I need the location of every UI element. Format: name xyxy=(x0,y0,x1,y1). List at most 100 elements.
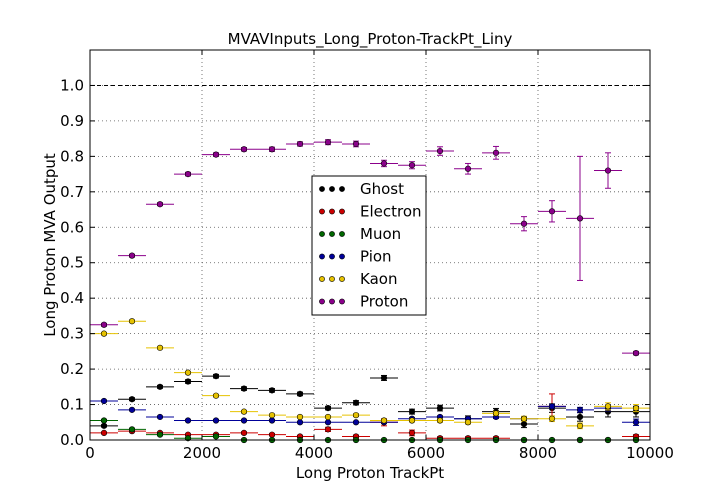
data-point xyxy=(296,140,304,148)
y-tick-label: 0.6 xyxy=(60,218,84,236)
data-point xyxy=(548,415,556,422)
legend: Ghost Electron Muon Pion Kaon Proton xyxy=(311,175,427,316)
legend-item-pion: Pion xyxy=(319,248,392,266)
data-point xyxy=(604,403,612,410)
legend-marker xyxy=(339,208,345,215)
data-point xyxy=(380,160,388,167)
legend-marker xyxy=(339,231,345,237)
data-point xyxy=(100,417,108,424)
series-kaon xyxy=(90,318,650,430)
x-tick-label: 8000 xyxy=(519,444,557,462)
x-tick-label: 4000 xyxy=(295,444,333,462)
x-tick-label: 2000 xyxy=(183,444,221,462)
legend-marker xyxy=(339,298,345,305)
data-point xyxy=(632,419,640,426)
data-point xyxy=(268,431,276,438)
data-point xyxy=(184,369,192,376)
data-point xyxy=(324,413,332,421)
legend-marker xyxy=(319,298,325,305)
y-axis-title: Long Proton MVA Output xyxy=(41,153,59,337)
y-tick-label: 0.0 xyxy=(60,431,84,449)
data-point xyxy=(156,431,164,438)
data-point xyxy=(268,412,276,419)
data-point xyxy=(128,252,136,259)
legend-marker xyxy=(329,231,335,237)
y-tick-label: 0.1 xyxy=(60,396,84,414)
data-point xyxy=(212,373,220,380)
chart-title: MVAVInputs_Long_Proton-TrackPt_Liny xyxy=(228,30,513,49)
data-point xyxy=(184,170,192,178)
data-point xyxy=(576,413,584,421)
data-point xyxy=(128,426,136,433)
x-axis-title: Long Proton TrackPt xyxy=(296,464,444,482)
data-point xyxy=(100,330,108,337)
legend-marker xyxy=(319,186,325,192)
series-proton xyxy=(90,139,650,357)
data-point xyxy=(268,417,276,424)
legend-label: Proton xyxy=(360,293,408,311)
y-tick-label: 0.5 xyxy=(60,254,84,272)
legend-label: Muon xyxy=(360,225,401,243)
data-point xyxy=(212,392,220,399)
data-point xyxy=(576,422,584,429)
y-tick-label: 0.2 xyxy=(60,360,84,378)
data-point xyxy=(408,162,416,169)
legend-item-kaon: Kaon xyxy=(319,270,397,288)
legend-marker xyxy=(339,276,345,282)
x-tick-label: 6000 xyxy=(407,444,445,462)
data-point xyxy=(492,410,500,417)
legend-marker xyxy=(339,186,345,192)
y-tick-label: 0.8 xyxy=(60,147,84,165)
y-tick-label: 0.7 xyxy=(60,183,84,201)
data-point xyxy=(296,390,304,398)
legend-label: Ghost xyxy=(360,180,404,198)
data-point xyxy=(240,408,248,415)
legend-marker xyxy=(329,253,335,260)
legend-marker xyxy=(319,208,325,215)
legend-item-electron: Electron xyxy=(319,203,422,221)
data-point xyxy=(184,417,192,424)
data-point xyxy=(408,417,416,424)
data-point xyxy=(352,140,360,148)
data-point xyxy=(464,419,472,426)
legend-label: Pion xyxy=(360,248,392,266)
data-point xyxy=(240,429,248,437)
legend-item-ghost: Ghost xyxy=(319,180,404,198)
data-point xyxy=(156,383,164,390)
legend-marker xyxy=(329,276,335,282)
data-point xyxy=(296,413,304,421)
legend-label: Electron xyxy=(360,203,422,221)
data-point xyxy=(268,146,276,153)
data-point xyxy=(324,139,332,146)
data-point xyxy=(520,220,528,227)
legend-marker xyxy=(319,253,325,260)
data-point xyxy=(240,417,248,424)
data-point xyxy=(576,215,584,222)
data-point xyxy=(548,403,556,410)
plot-frame xyxy=(89,49,651,441)
x-tick-label: 0 xyxy=(85,444,95,462)
data-point xyxy=(100,321,108,328)
data-point xyxy=(156,344,164,351)
data-point xyxy=(240,146,248,153)
data-point xyxy=(156,413,164,421)
data-point xyxy=(408,429,416,437)
data-point xyxy=(296,419,304,426)
data-point xyxy=(324,426,332,433)
data-point xyxy=(464,165,472,172)
data-point xyxy=(128,318,136,325)
legend-marker xyxy=(319,231,325,237)
data-point xyxy=(352,412,360,419)
legend-marker xyxy=(339,253,345,260)
legend-marker xyxy=(329,208,335,215)
data-point xyxy=(268,387,276,394)
data-point xyxy=(436,147,444,155)
data-point xyxy=(324,419,332,426)
data-point xyxy=(128,406,136,413)
y-tick-label: 1.0 xyxy=(60,76,84,94)
data-point xyxy=(324,404,332,412)
data-point xyxy=(436,417,444,424)
legend-marker xyxy=(329,298,335,305)
data-point xyxy=(576,406,584,413)
